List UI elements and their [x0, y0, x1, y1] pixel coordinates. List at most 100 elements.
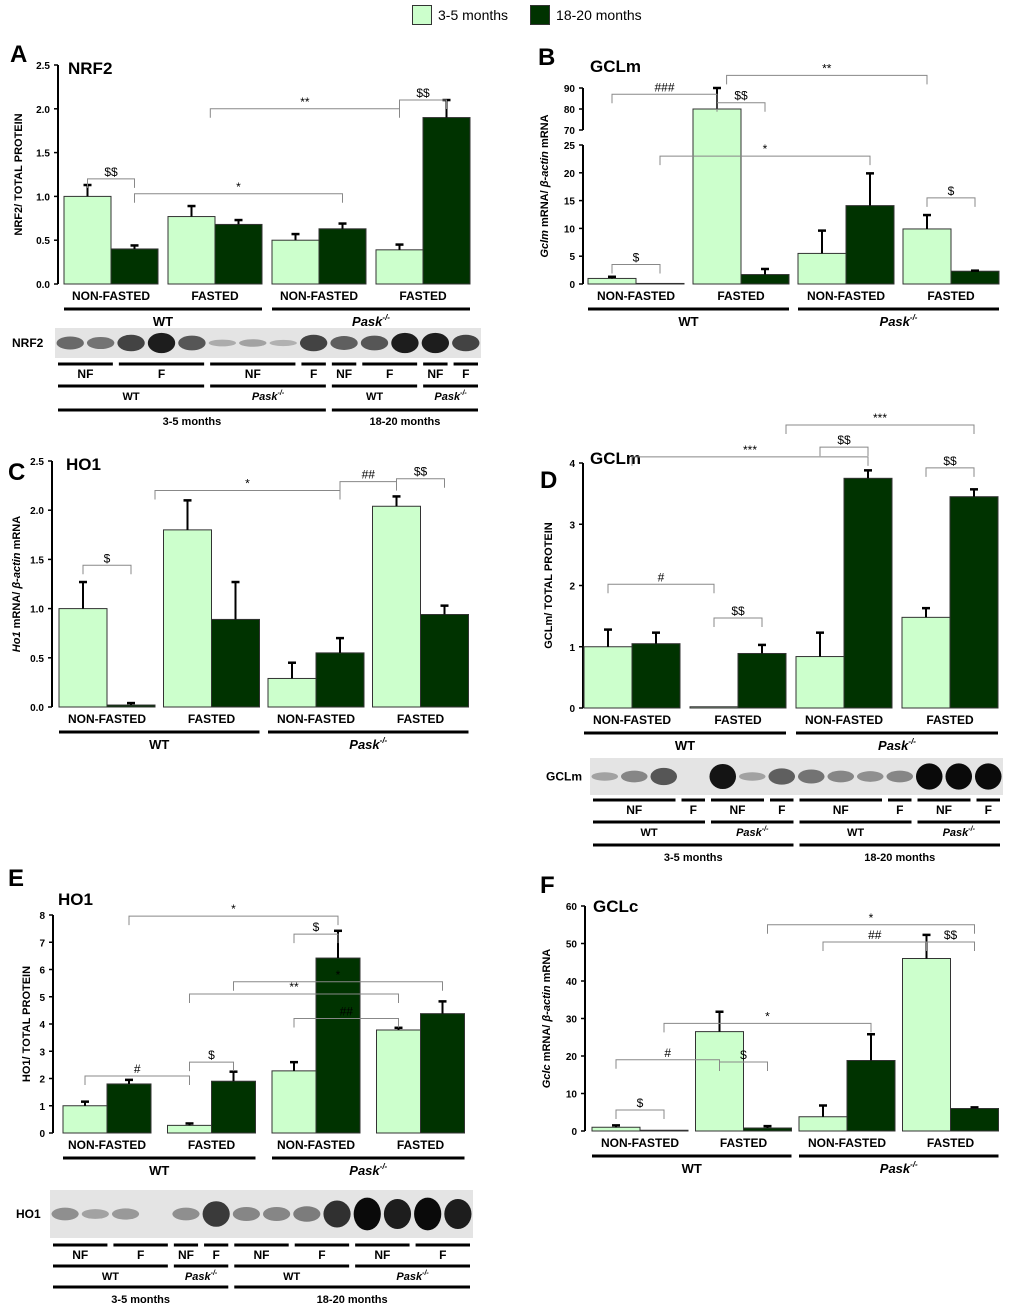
- genotype-label-ko: Pask-/-: [352, 313, 390, 329]
- y-tick-label: 80: [564, 105, 576, 116]
- lane-label-text: F: [158, 367, 165, 381]
- significance-bracket: [822, 941, 927, 951]
- lane-label: F: [137, 1248, 144, 1262]
- lane-label: Pask-/-: [736, 826, 769, 839]
- y-tick-label: 0.0: [30, 703, 44, 714]
- significance-bracket: [209, 108, 400, 118]
- y-tick-label: 5: [39, 993, 45, 1004]
- lane-label: NF: [936, 803, 952, 817]
- category-label: FASTED: [188, 1138, 236, 1152]
- significance-label: ***: [743, 443, 757, 457]
- lane-label: WT: [366, 391, 383, 403]
- blot-band: [886, 770, 914, 783]
- category-label: FASTED: [191, 289, 239, 303]
- lane-label-text: WT: [640, 827, 657, 839]
- bar-18-20-2: [843, 477, 893, 709]
- y-axis-label-gene: Gclm: [539, 230, 551, 258]
- significance-label: $$: [943, 454, 957, 468]
- category-label: NON-FASTED: [280, 289, 358, 303]
- genotype-superscript: -/-: [908, 737, 916, 746]
- lane-label-text: 18-20 months: [369, 416, 440, 428]
- significance-bracket: [926, 197, 976, 207]
- significance-label: **: [822, 61, 832, 75]
- genotype-name: Pask: [880, 1161, 911, 1176]
- category-label: FASTED: [926, 713, 974, 727]
- lane-label-text: WT: [366, 391, 383, 403]
- y-tick-label: 90: [564, 84, 576, 95]
- genotype-label-wt: WT: [678, 314, 698, 329]
- bar-3-5-1: [167, 216, 216, 285]
- significance-label: #: [664, 1046, 671, 1060]
- blot-band: [51, 1207, 79, 1221]
- blot-band: [56, 336, 84, 350]
- significance-bracket: [134, 193, 343, 203]
- blot-band: [768, 768, 796, 785]
- legend-label-old: 18-20 months: [556, 7, 642, 23]
- significance-label: *: [245, 477, 250, 491]
- panel-title: GCLm: [590, 57, 641, 76]
- lane-label-text: NF: [72, 1248, 88, 1262]
- lane-label-text: Pask: [252, 391, 279, 403]
- bar-18-20-2: [315, 652, 365, 708]
- blot-label: HO1: [16, 1207, 41, 1221]
- bar-3-5-0: [58, 608, 108, 708]
- bar-3-5-2: [267, 677, 317, 708]
- lane-label: F: [778, 803, 785, 817]
- panel-F: F GCLc 0 10 20 30 40 50 60 Gclc mRNA/ β-actin mRN…: [540, 872, 999, 1176]
- significance-bracket: [716, 102, 766, 112]
- category-label: NON-FASTED: [593, 713, 671, 727]
- panel-letter: F: [540, 872, 555, 899]
- significance-bracket: [611, 264, 661, 274]
- bar-18-20-1: [737, 652, 787, 709]
- blot-band: [915, 763, 943, 790]
- bar-18-20-0: [635, 282, 685, 285]
- significance-bracket: [607, 583, 715, 594]
- blot-band: [945, 763, 973, 790]
- category-label: FASTED: [720, 1136, 768, 1150]
- significance-label: ##: [868, 928, 882, 942]
- blot-band: [293, 1206, 321, 1222]
- bar-18-20-2: [318, 228, 367, 285]
- bar-3-5-0: [587, 277, 637, 285]
- lane-label-text: F: [896, 803, 903, 817]
- significance-bracket: [82, 564, 132, 575]
- bar-18-20-1: [740, 274, 790, 285]
- legend-swatch-old: [530, 5, 551, 25]
- lane-label-text: NF: [730, 803, 746, 817]
- lane-label-text: NF: [254, 1248, 270, 1262]
- bar-18-20-2: [845, 205, 895, 285]
- bar-18-20-0: [639, 1129, 689, 1132]
- panel-letter: D: [540, 467, 557, 494]
- significance-label: *: [231, 902, 236, 916]
- category-label: FASTED: [399, 289, 447, 303]
- y-tick-label: 5: [569, 252, 575, 263]
- category-label: NON-FASTED: [68, 712, 146, 726]
- category-label: NON-FASTED: [601, 1136, 679, 1150]
- y-tick-label: 60: [566, 902, 578, 913]
- genotype-label-ko: Pask-/-: [878, 737, 916, 753]
- lane-label: F: [985, 803, 992, 817]
- lane-label-sup: -/-: [278, 390, 285, 397]
- significance-label: $$: [731, 604, 745, 618]
- blot-band: [299, 334, 328, 352]
- category-label: NON-FASTED: [597, 289, 675, 303]
- y-tick-label: 2: [39, 1075, 45, 1086]
- y-axis-label-tail: mRNA: [541, 949, 553, 986]
- blot-band: [360, 335, 389, 351]
- y-tick-label: 2.5: [30, 457, 44, 468]
- lane-label-text: 18-20 months: [317, 1294, 388, 1306]
- blot-band: [421, 332, 450, 354]
- blot-band: [709, 763, 737, 790]
- blot-band: [738, 772, 766, 781]
- significance-bracket: [785, 424, 975, 435]
- genotype-name: Pask: [349, 1163, 380, 1178]
- lane-label: NF: [374, 1248, 390, 1262]
- lane-label-text: F: [386, 367, 393, 381]
- blot-band: [172, 1207, 200, 1221]
- lane-label: Pask-/-: [396, 1270, 429, 1283]
- significance-bracket: [631, 456, 869, 466]
- lane-label-text: NF: [374, 1248, 390, 1262]
- category-label: NON-FASTED: [277, 1138, 355, 1152]
- genotype-superscript: -/-: [380, 736, 388, 745]
